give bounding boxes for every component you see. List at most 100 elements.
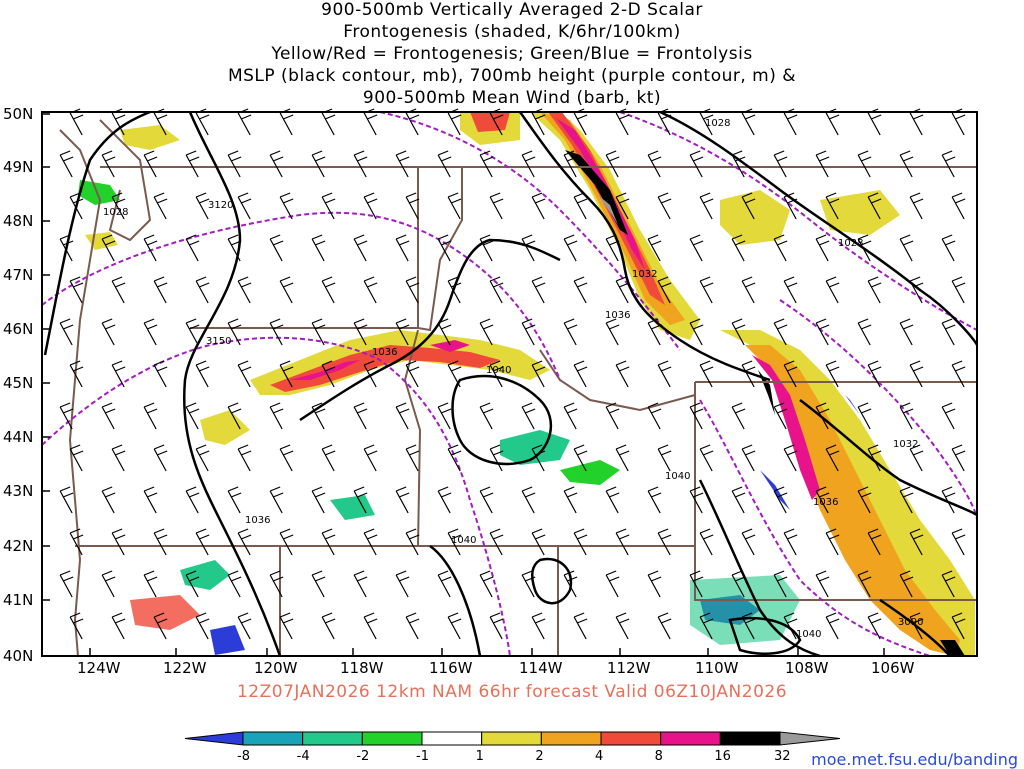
lat-tick-label: 45N — [3, 374, 33, 392]
wind-barb — [899, 234, 914, 262]
wind-barb — [69, 444, 84, 472]
wind-barb — [395, 318, 410, 346]
wind-barb — [395, 402, 410, 430]
wind-barb — [101, 150, 116, 178]
wind-barb — [395, 486, 410, 514]
colorbar: -8 -4 -2 -1 1 2 4 8 16 32 — [184, 731, 841, 764]
wind-barb — [489, 276, 504, 304]
wind-barb — [773, 486, 788, 514]
colorbar-segment — [660, 731, 721, 746]
wind-barb — [101, 234, 116, 262]
wind-barb — [699, 612, 714, 640]
wind-barb — [395, 570, 410, 598]
wind-barb — [899, 402, 914, 430]
colorbar-segment — [540, 731, 602, 746]
wind-barb — [227, 318, 242, 346]
wind-barb — [909, 360, 924, 388]
wind-barb — [237, 360, 252, 388]
wind-barb — [195, 612, 210, 640]
wind-barb — [857, 234, 872, 262]
colorbar-segment — [421, 731, 483, 746]
mslp-label: 1036 — [813, 497, 838, 508]
credit-link[interactable]: moe.met.fsu.edu/banding — [811, 750, 1018, 769]
wind-barb — [311, 150, 326, 178]
wind-barb — [143, 318, 158, 346]
wind-barb — [153, 276, 168, 304]
wind-barb — [59, 150, 74, 178]
latitude-axis: 50N 49N 48N 47N 46N 45N 44N 43N 42N 41N 40N — [3, 105, 50, 665]
lat-tick-label: 46N — [3, 320, 33, 338]
wind-barb — [185, 150, 200, 178]
wind-barb — [279, 612, 294, 640]
wind-barb — [941, 402, 956, 430]
wind-barb — [269, 150, 284, 178]
lon-tick-label: 118W — [340, 659, 384, 677]
mslp-label: 1028 — [103, 207, 128, 218]
wind-barb — [521, 150, 536, 178]
forecast-valid-time: 12Z07JAN2026 12km NAM 66hr forecast Vali… — [236, 682, 788, 702]
mslp-label: 1036 — [245, 515, 270, 526]
wind-barb — [731, 402, 746, 430]
wind-barb — [689, 570, 704, 598]
lat-tick-label: 50N — [3, 105, 33, 123]
colorbar-segment — [719, 731, 781, 746]
wind-barb — [531, 528, 546, 556]
wind-barb — [237, 612, 252, 640]
wind-barb — [563, 150, 578, 178]
wind-barb — [573, 276, 588, 304]
wind-barb — [689, 486, 704, 514]
wind-barb — [395, 150, 410, 178]
wind-barb — [615, 444, 630, 472]
wind-barb — [153, 528, 168, 556]
wind-barb — [783, 192, 798, 220]
wind-barb — [437, 150, 452, 178]
wind-barb — [867, 612, 882, 640]
wind-barb — [185, 402, 200, 430]
wind-barb — [269, 234, 284, 262]
wind-barb — [615, 612, 630, 640]
wind-barb — [563, 570, 578, 598]
wind-barb — [647, 486, 662, 514]
wind-barb — [951, 276, 966, 304]
wind-barb — [111, 528, 126, 556]
title-line-1: 900-500mb Vertically Averaged 2-D Scalar — [321, 0, 703, 20]
wind-barb — [101, 318, 116, 346]
wind-barb — [111, 192, 126, 220]
wind-barb — [941, 150, 956, 178]
plot-frame — [41, 111, 978, 657]
mslp-label: 1040 — [665, 471, 690, 482]
wind-barb — [111, 612, 126, 640]
wind-barb — [815, 318, 830, 346]
wind-barb — [311, 402, 326, 430]
wind-barb — [101, 486, 116, 514]
wind-barb — [563, 318, 578, 346]
wind-barb — [615, 192, 630, 220]
wind-barb — [867, 276, 882, 304]
wind-barb — [815, 402, 830, 430]
wind-barb — [741, 444, 756, 472]
wind-barb — [353, 318, 368, 346]
wind-barb — [867, 444, 882, 472]
wind-barb — [699, 192, 714, 220]
colorbar-label: -8 — [237, 749, 250, 764]
wind-barb — [405, 444, 420, 472]
wind-barb — [815, 234, 830, 262]
wind-barb — [405, 360, 420, 388]
wind-barb — [783, 276, 798, 304]
wind-barb — [731, 570, 746, 598]
wind-barb — [699, 528, 714, 556]
wind-barb — [531, 444, 546, 472]
wind-barb — [227, 570, 242, 598]
colorbar-label: -4 — [297, 749, 310, 764]
wind-barb — [405, 528, 420, 556]
colorbar-segment — [600, 731, 662, 746]
wind-barb — [279, 192, 294, 220]
wind-barb — [353, 234, 368, 262]
wind-barb — [269, 486, 284, 514]
wind-barb — [573, 612, 588, 640]
lat-tick-label: 40N — [3, 647, 33, 665]
lat-tick-label: 48N — [3, 212, 33, 230]
mslp-label: 1040 — [451, 535, 476, 546]
colorbar-segment — [361, 731, 423, 746]
